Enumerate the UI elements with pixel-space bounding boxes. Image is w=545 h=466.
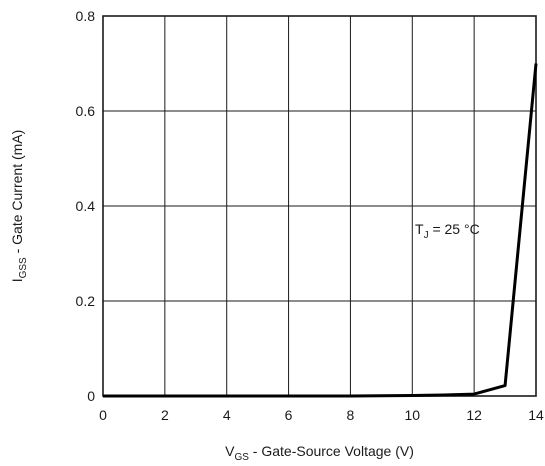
y-axis-label: IGSS - Gate Current (mA): [9, 130, 29, 283]
y-axis-label-main: I: [9, 278, 25, 282]
y-tick-label-0: 0: [87, 388, 95, 404]
x-axis-label-main: V: [225, 443, 235, 459]
temperature-annotation: TJ = 25 °C: [415, 221, 480, 241]
annotation-sub: J: [424, 230, 429, 241]
y-axis-label-sub: GSS: [18, 257, 29, 278]
series-line-0: [103, 63, 538, 398]
x-axis-label-sub: GS: [234, 452, 249, 463]
x-tick-label-1: 2: [161, 407, 169, 423]
grid: [103, 16, 536, 396]
x-tick-label-7: 14: [528, 407, 544, 423]
series-layer: [103, 63, 538, 398]
x-axis-label-rest: - Gate-Source Voltage (V): [249, 443, 414, 459]
annotation-main: T: [415, 221, 424, 237]
x-tick-label-4: 8: [347, 407, 355, 423]
y-axis-label-rest: - Gate Current (mA): [9, 130, 25, 258]
x-tick-label-0: 0: [99, 407, 107, 423]
x-tick-labels: 0 2 4 6 8 10 12 14: [99, 407, 544, 423]
x-tick-label-2: 4: [223, 407, 231, 423]
x-tick-label-5: 10: [404, 407, 420, 423]
x-tick-label-6: 12: [466, 407, 482, 423]
y-tick-labels: 0 0.2 0.4 0.6 0.8: [76, 8, 96, 404]
annotation-rest: = 25 °C: [429, 221, 480, 237]
y-tick-label-3: 0.6: [76, 103, 96, 119]
y-tick-label-4: 0.8: [76, 8, 96, 24]
x-tick-label-3: 6: [285, 407, 293, 423]
y-tick-label-1: 0.2: [76, 293, 96, 309]
y-tick-label-2: 0.4: [76, 198, 96, 214]
x-axis-label: VGS - Gate-Source Voltage (V): [225, 443, 414, 463]
